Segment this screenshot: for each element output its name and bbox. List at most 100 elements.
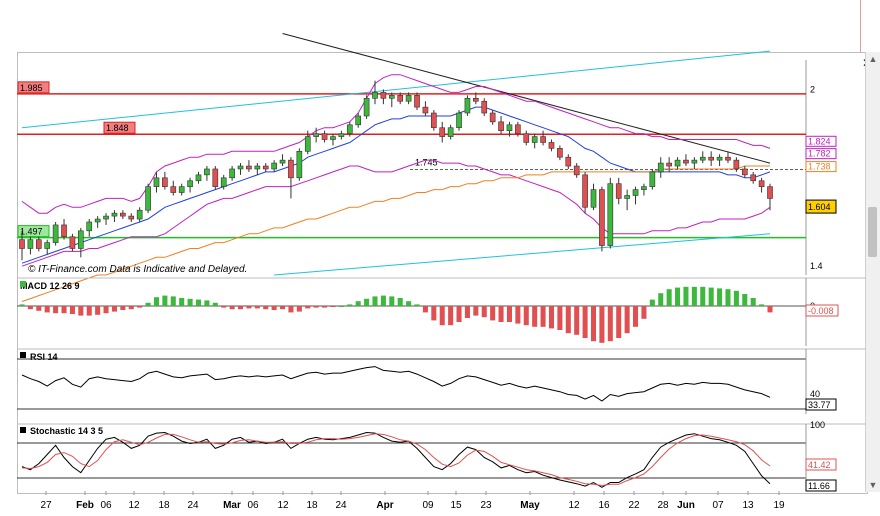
level-box-1 [103, 121, 136, 134]
candle-body-85 [733, 159, 740, 170]
window-top-area [0, 0, 880, 52]
macd-bar-62 [540, 306, 546, 327]
candle-body-59 [515, 124, 521, 134]
macd-bar-40 [355, 301, 361, 306]
candle-body-48 [422, 106, 429, 114]
macd-bar-71 [616, 306, 622, 338]
macd-bar-87 [750, 298, 756, 306]
macd-bar-74 [641, 306, 647, 319]
macd-bar-32 [288, 306, 294, 313]
macd-bar-43 [380, 295, 386, 306]
price-panel: 2 1.4 1.985 1.848 1.497 1.745 1.824 1.782 1.738 1… [17, 33, 837, 302]
macd-bar-48 [422, 306, 428, 313]
candle-body-16 [153, 177, 160, 187]
macd-bar-3 [44, 306, 50, 313]
candle-body-36 [321, 133, 328, 140]
macd-bar-65 [565, 306, 571, 334]
macd-bar-15 [145, 302, 151, 306]
candle-body-79 [683, 159, 689, 164]
macd-bar-75 [649, 299, 655, 306]
x-tick-label-4: 18 [158, 500, 170, 511]
macd-bar-12 [120, 306, 126, 310]
rsi-title-swatch [20, 352, 26, 358]
macd-bar-49 [431, 306, 437, 321]
candle-body-11 [111, 212, 118, 217]
candle-body-65 [565, 156, 572, 167]
candle-body-86 [741, 168, 748, 176]
candle-body-73 [632, 189, 639, 196]
right-label-box-1 [805, 148, 837, 160]
macd-bar-70 [607, 306, 613, 342]
right-label-box-0 [805, 135, 837, 147]
candle-body-34 [304, 136, 311, 152]
macd-bar-58 [506, 306, 512, 322]
candle-body-52 [456, 112, 462, 129]
macd-bar-56 [490, 306, 496, 321]
macd-bar-29 [263, 306, 269, 310]
x-tick-label-23: 19 [773, 500, 785, 511]
scroll-up-icon[interactable]: ▲ [868, 54, 878, 64]
x-tick-label-14: 23 [480, 500, 492, 511]
x-tick-label-8: 12 [277, 500, 289, 511]
macd-bar-30 [271, 306, 277, 310]
macd-bar-78 [675, 287, 681, 306]
candle-body-23 [212, 168, 219, 187]
candle-body-27 [246, 165, 252, 170]
candle-body-81 [699, 156, 706, 161]
macd-bar-85 [733, 290, 739, 306]
stochastic-panel: Stochastic 14 3 5 100 41.42 11.66 [17, 420, 866, 492]
candle-body-61 [531, 136, 538, 143]
x-tick-label-6: Mar [223, 500, 241, 511]
candle-body-68 [590, 189, 597, 208]
macd-bar-79 [683, 286, 689, 306]
candle-body-19 [178, 186, 185, 193]
scroll-down-icon[interactable]: ▼ [868, 480, 878, 490]
line-lower-band [21, 159, 771, 267]
x-tick-label-18: 22 [628, 500, 640, 511]
macd-bar-23 [212, 302, 218, 306]
candle-body-37 [330, 136, 336, 140]
x-tick-label-19: 28 [657, 500, 669, 511]
macd-bar-1 [27, 306, 33, 310]
macd-bar-33 [296, 306, 302, 312]
macd-bar-20 [187, 298, 193, 306]
trendline-lower-channel [274, 233, 771, 276]
rsi-line [21, 366, 771, 402]
x-tick-label-11: Apr [376, 500, 393, 511]
x-tick-label-3: 12 [128, 500, 140, 511]
macd-bar-39 [347, 304, 353, 306]
macd-last-label: -0.008 [808, 306, 834, 316]
candle-body-88 [758, 180, 765, 187]
macd-bar-5 [61, 306, 67, 314]
price-tick-label-1: 1.4 [810, 261, 823, 271]
macd-bar-21 [195, 299, 202, 306]
candle-body-1 [27, 239, 34, 249]
candle-body-25 [229, 168, 235, 179]
macd-bar-28 [254, 306, 260, 309]
candle-body-64 [557, 148, 563, 158]
macd-bar-86 [742, 294, 748, 306]
x-tick-label-7: 06 [247, 500, 259, 511]
trendline-upper-channel [21, 50, 771, 129]
macd-bar-88 [759, 304, 765, 306]
macd-bar-4 [53, 306, 59, 314]
macd-bar-80 [691, 286, 697, 306]
level-box-0 [17, 81, 50, 94]
rsi-title: RSI 14 [30, 352, 58, 362]
x-tick-label-20: Jun [677, 500, 695, 511]
candle-body-33 [296, 151, 303, 179]
macd-bar-82 [708, 287, 714, 306]
candle-body-31 [279, 159, 286, 164]
stoch-line-1 [21, 433, 771, 487]
x-tick-label-5: 24 [187, 500, 199, 511]
vertical-scrollbar[interactable]: ▲ ▼ [865, 52, 880, 492]
candle-body-75 [649, 171, 656, 187]
scroll-thumb[interactable] [868, 207, 877, 257]
right-label-box-3 [805, 199, 837, 214]
candle-body-67 [582, 174, 588, 208]
candle-body-30 [271, 162, 277, 170]
stoch-label-1: 11.66 [808, 481, 830, 491]
candle-body-22 [204, 168, 210, 176]
candle-body-70 [607, 183, 614, 246]
right-label-0: 1.824 [808, 136, 831, 146]
